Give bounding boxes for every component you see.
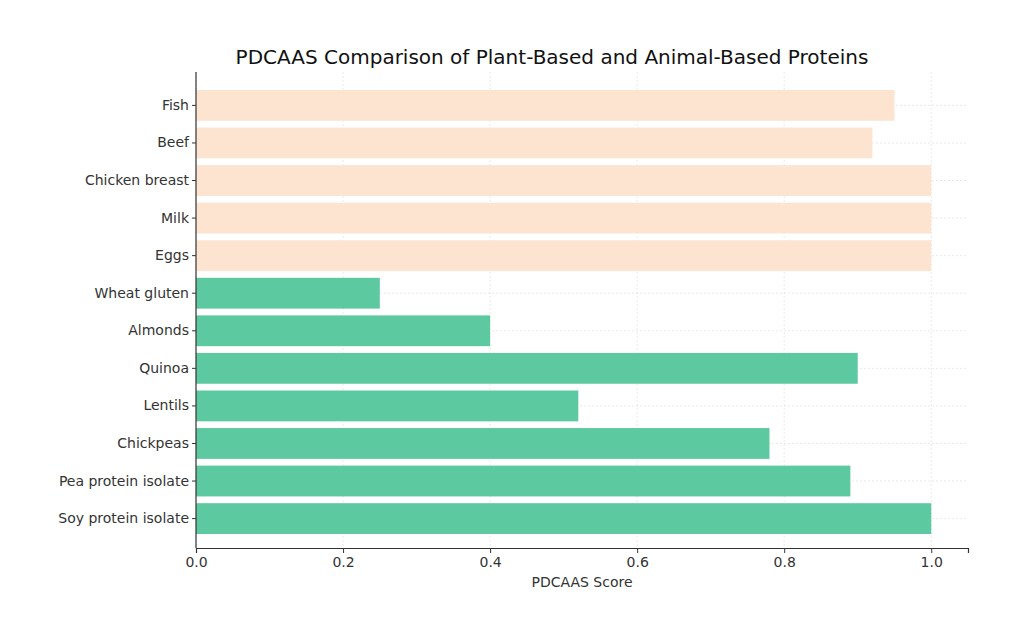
tick-mark <box>196 548 197 553</box>
tick: Pea protein isolate <box>59 473 196 489</box>
tick-mark <box>192 481 196 482</box>
tick: 0.4 <box>479 548 501 570</box>
axis-line <box>197 549 969 554</box>
tick-mark <box>343 548 344 553</box>
tick-label: Quinoa <box>139 360 189 376</box>
bar <box>196 278 380 309</box>
tick: 0.2 <box>332 548 354 570</box>
tick-mark <box>192 330 196 331</box>
tick-label: 0.8 <box>774 554 796 570</box>
tick: Almonds <box>128 322 196 338</box>
y-axis: Fish Beef Chicken breast Milk Eggs Wheat glut… <box>58 72 196 548</box>
tick: 0.6 <box>627 548 649 570</box>
bar <box>196 353 858 384</box>
x-axis: 0.0 0.2 0.4 0.6 0.8 1.0 <box>185 548 968 570</box>
tick-mark <box>192 368 196 369</box>
tick-label: 0.2 <box>332 554 354 570</box>
tick-label: Milk <box>161 210 190 226</box>
chart: 0.0 0.2 0.4 0.6 0.8 1.0 Fish Beef Chicken breast… <box>0 0 1024 640</box>
tick: Chicken breast <box>85 172 196 188</box>
bars <box>196 90 931 534</box>
tick: Lentils <box>143 397 196 413</box>
tick-mark <box>931 548 932 553</box>
tick-mark <box>637 548 638 553</box>
bar <box>196 428 769 459</box>
tick: 1.0 <box>921 548 943 570</box>
tick-mark <box>490 548 491 553</box>
bar <box>196 240 931 271</box>
tick: Beef <box>157 134 196 150</box>
tick: 0.0 <box>185 548 207 570</box>
tick-mark <box>192 255 196 256</box>
tick: Milk <box>161 210 196 226</box>
tick: Wheat gluten <box>95 285 196 301</box>
tick-label: 0.4 <box>479 554 501 570</box>
tick: Soy protein isolate <box>58 510 196 526</box>
tick-label: Lentils <box>143 397 189 413</box>
tick-mark <box>192 443 196 444</box>
tick-label: 1.0 <box>921 554 943 570</box>
tick: 0.8 <box>774 548 796 570</box>
tick-mark <box>192 105 196 106</box>
tick-label: Wheat gluten <box>95 285 189 301</box>
bar <box>196 165 931 196</box>
tick-mark <box>192 142 196 143</box>
tick: Chickpeas <box>117 435 196 451</box>
bar <box>196 203 931 234</box>
bar <box>196 315 490 346</box>
tick: Eggs <box>155 247 196 263</box>
tick: Fish <box>162 97 196 113</box>
tick-label: 0.0 <box>185 554 207 570</box>
bar <box>196 503 931 534</box>
bar <box>196 391 578 422</box>
tick-label: Pea protein isolate <box>59 473 189 489</box>
tick-label: Almonds <box>128 322 189 338</box>
grid <box>196 72 968 548</box>
tick-label: Chickpeas <box>117 435 189 451</box>
grid-line <box>931 72 932 548</box>
axis-title: PDCAAS Score <box>531 574 632 590</box>
tick-mark <box>784 548 785 553</box>
tick-label: Eggs <box>155 247 189 263</box>
bar <box>196 90 894 121</box>
tick-mark <box>192 405 196 406</box>
tick-label: Beef <box>157 134 190 150</box>
title: PDCAAS Comparison of Plant-Based and Ani… <box>236 45 869 69</box>
tick-label: Fish <box>162 97 189 113</box>
tick: Quinoa <box>139 360 196 376</box>
bar <box>196 466 850 497</box>
tick-label: 0.6 <box>627 554 649 570</box>
tick-label: Soy protein isolate <box>58 510 189 526</box>
tick-mark <box>192 518 196 519</box>
tick-mark <box>192 293 196 294</box>
tick-label: Chicken breast <box>85 172 190 188</box>
bar <box>196 128 872 159</box>
tick-mark <box>192 180 196 181</box>
tick-mark <box>192 218 196 219</box>
